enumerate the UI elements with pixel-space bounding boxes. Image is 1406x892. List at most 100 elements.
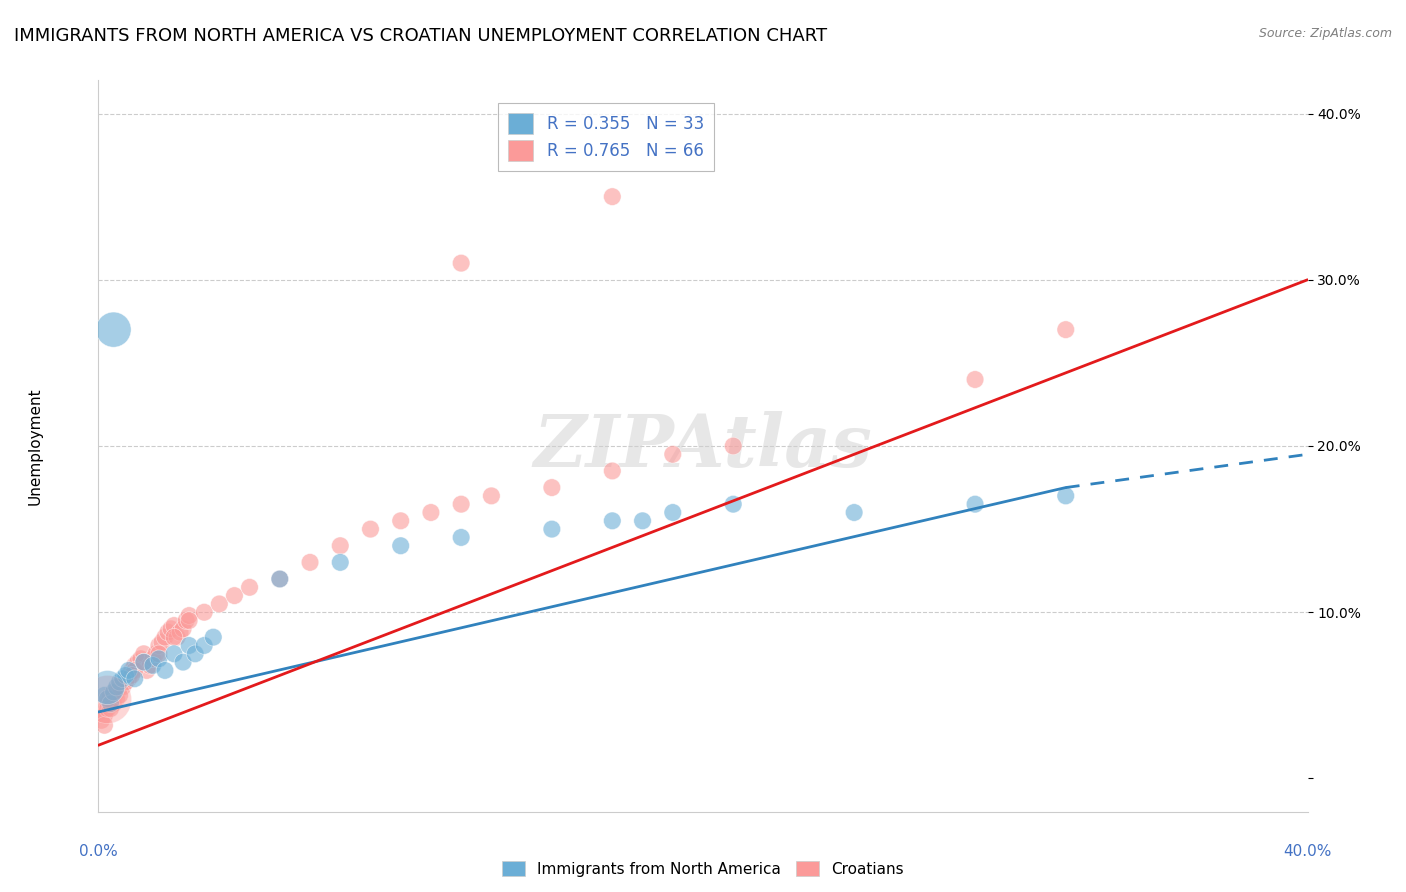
Legend: R = 0.355   N = 33, R = 0.765   N = 66: R = 0.355 N = 33, R = 0.765 N = 66 bbox=[499, 103, 714, 170]
Point bbox=[329, 555, 352, 569]
Point bbox=[90, 705, 112, 719]
Point bbox=[148, 639, 170, 653]
Point bbox=[1054, 323, 1077, 337]
Point bbox=[153, 664, 176, 678]
Point bbox=[631, 514, 654, 528]
Point bbox=[150, 635, 173, 649]
Point bbox=[153, 630, 176, 644]
Point bbox=[661, 506, 683, 520]
Point bbox=[540, 481, 562, 495]
Point bbox=[121, 668, 143, 682]
Point bbox=[163, 630, 186, 644]
Legend: Immigrants from North America, Croatians: Immigrants from North America, Croatians bbox=[495, 853, 911, 884]
Point bbox=[166, 630, 188, 644]
Point bbox=[105, 685, 128, 699]
Point bbox=[108, 675, 131, 690]
Point bbox=[160, 622, 183, 636]
Point bbox=[93, 718, 115, 732]
Point bbox=[108, 689, 131, 703]
Point bbox=[127, 655, 149, 669]
Point bbox=[420, 506, 443, 520]
Point bbox=[103, 685, 125, 699]
Point bbox=[114, 668, 136, 682]
Point bbox=[450, 256, 472, 270]
Point bbox=[135, 664, 157, 678]
Point bbox=[96, 691, 118, 706]
Point bbox=[723, 439, 745, 453]
Point bbox=[118, 664, 141, 678]
Point bbox=[169, 625, 191, 640]
Point bbox=[105, 691, 128, 706]
Point bbox=[450, 497, 472, 511]
Point bbox=[96, 697, 118, 711]
Point bbox=[163, 647, 186, 661]
Point bbox=[100, 701, 122, 715]
Point bbox=[139, 658, 162, 673]
Point bbox=[269, 572, 291, 586]
Point bbox=[96, 680, 118, 694]
Point bbox=[90, 714, 112, 728]
Point bbox=[132, 647, 155, 661]
Point bbox=[193, 639, 215, 653]
Point bbox=[111, 680, 134, 694]
Point bbox=[844, 506, 866, 520]
Point bbox=[108, 680, 131, 694]
Text: 0.0%: 0.0% bbox=[79, 845, 118, 859]
Text: IMMIGRANTS FROM NORTH AMERICA VS CROATIAN UNEMPLOYMENT CORRELATION CHART: IMMIGRANTS FROM NORTH AMERICA VS CROATIA… bbox=[14, 27, 827, 45]
Point bbox=[129, 652, 152, 666]
Text: 40.0%: 40.0% bbox=[1284, 845, 1331, 859]
Point bbox=[540, 522, 562, 536]
Point bbox=[103, 697, 125, 711]
Point bbox=[602, 189, 624, 203]
Point bbox=[602, 514, 624, 528]
Point bbox=[174, 614, 197, 628]
Point bbox=[661, 447, 683, 461]
Point bbox=[172, 655, 194, 669]
Text: Source: ZipAtlas.com: Source: ZipAtlas.com bbox=[1258, 27, 1392, 40]
Point bbox=[329, 539, 352, 553]
Text: ZIPAtlas: ZIPAtlas bbox=[534, 410, 872, 482]
Point bbox=[114, 672, 136, 686]
Point bbox=[1054, 489, 1077, 503]
Point bbox=[299, 555, 322, 569]
Point bbox=[965, 497, 987, 511]
Point bbox=[105, 680, 128, 694]
Point bbox=[124, 664, 146, 678]
Point bbox=[179, 614, 201, 628]
Point bbox=[156, 625, 179, 640]
Point bbox=[118, 672, 141, 686]
Point bbox=[602, 464, 624, 478]
Point bbox=[208, 597, 231, 611]
Point bbox=[269, 572, 291, 586]
Point bbox=[121, 664, 143, 678]
Point bbox=[450, 530, 472, 544]
Point bbox=[124, 658, 146, 673]
Point bbox=[389, 514, 412, 528]
Point bbox=[148, 652, 170, 666]
Point bbox=[148, 647, 170, 661]
Point bbox=[96, 701, 118, 715]
Point bbox=[142, 652, 165, 666]
Point bbox=[142, 658, 165, 673]
Point bbox=[111, 675, 134, 690]
Point bbox=[100, 689, 122, 703]
Point bbox=[481, 489, 503, 503]
Point bbox=[100, 697, 122, 711]
Point bbox=[103, 691, 125, 706]
Point bbox=[389, 539, 412, 553]
Point bbox=[103, 323, 125, 337]
Point bbox=[224, 589, 246, 603]
Point bbox=[239, 580, 262, 594]
Point bbox=[111, 672, 134, 686]
Point bbox=[132, 655, 155, 669]
Point bbox=[93, 689, 115, 703]
Point bbox=[184, 647, 207, 661]
Point bbox=[118, 668, 141, 682]
Point bbox=[179, 639, 201, 653]
Y-axis label: Unemployment: Unemployment bbox=[28, 387, 42, 505]
Point bbox=[360, 522, 382, 536]
Point bbox=[179, 608, 201, 623]
Point bbox=[193, 605, 215, 619]
Point bbox=[723, 497, 745, 511]
Point bbox=[163, 618, 186, 632]
